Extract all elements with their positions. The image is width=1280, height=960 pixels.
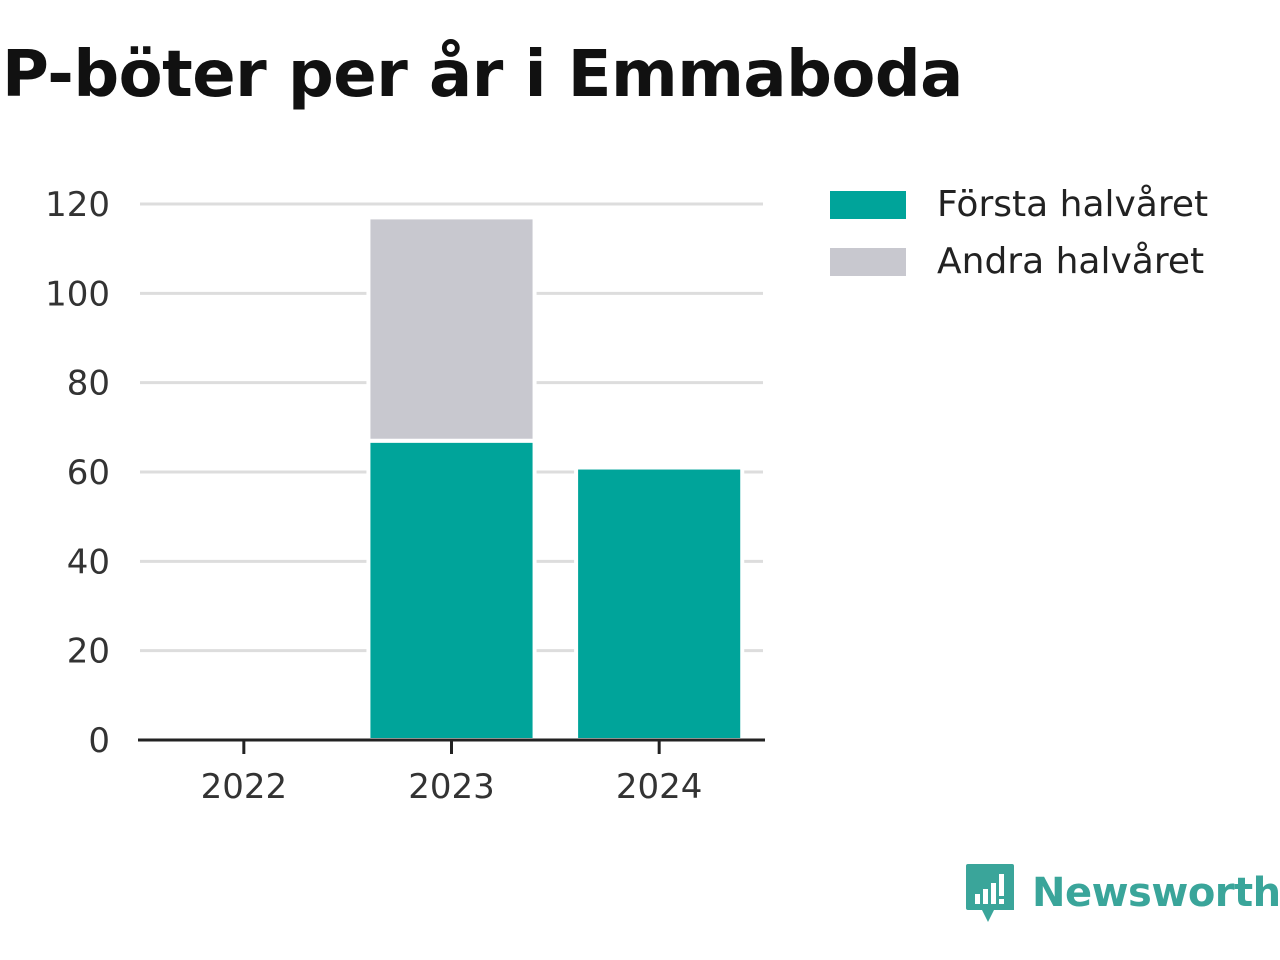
x-tick-label: 2023 xyxy=(408,767,495,807)
legend: Första halvåret Andra halvåret xyxy=(830,176,1208,290)
y-tick-label: 80 xyxy=(67,364,110,404)
y-tick-label: 20 xyxy=(67,632,110,672)
legend-item-second-half: Andra halvåret xyxy=(830,233,1208,290)
x-tick-label: 2022 xyxy=(201,767,288,807)
y-tick-label: 40 xyxy=(67,542,110,582)
bar-2024-series-1 xyxy=(574,465,745,742)
legend-item-first-half: Första halvåret xyxy=(830,176,1208,233)
brand-logo: Newsworthy xyxy=(964,862,1280,924)
newsworthy-logo-icon xyxy=(966,864,1014,922)
legend-label-first-half: Första halvåret xyxy=(937,184,1209,225)
legend-label-second-half: Andra halvåret xyxy=(937,241,1205,282)
x-tick-label: 2024 xyxy=(616,767,703,807)
bar-2023-series-2 xyxy=(366,215,537,443)
bar-chart: 0 20 40 60 80 100 120 2022 2023 2024 xyxy=(45,185,765,807)
y-tick-label: 60 xyxy=(67,453,110,493)
bar-2023-series-1 xyxy=(366,438,537,742)
chart-title: P-böter per år i Emmaboda xyxy=(2,38,963,112)
y-tick-label: 0 xyxy=(88,721,110,761)
y-tick-label: 120 xyxy=(45,185,110,225)
legend-swatch-first-half xyxy=(830,190,906,219)
brand-name: Newsworthy xyxy=(1032,870,1280,916)
y-tick-label: 100 xyxy=(45,274,110,314)
legend-swatch-second-half xyxy=(830,247,906,276)
